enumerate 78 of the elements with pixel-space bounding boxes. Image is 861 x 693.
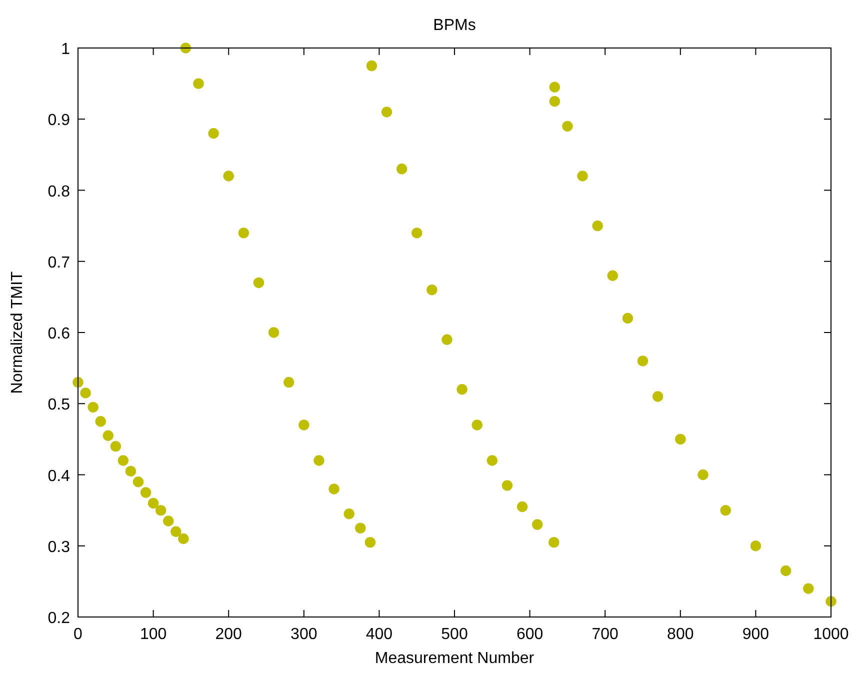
x-tick-label: 400 [366, 626, 393, 643]
y-tick-label: 0.2 [48, 610, 70, 627]
x-tick-label: 600 [516, 626, 544, 643]
x-tick-label: 200 [215, 626, 242, 643]
point [750, 540, 762, 552]
y-axis-title: Normalized TMIT [9, 271, 26, 394]
x-tick-label: 500 [441, 626, 468, 643]
point [88, 402, 98, 413]
point [208, 128, 219, 139]
point [549, 96, 560, 107]
y-tick-label: 0.5 [48, 396, 70, 414]
point [675, 434, 686, 445]
point [548, 536, 560, 548]
point [381, 106, 392, 118]
point [118, 455, 129, 466]
point [95, 416, 106, 427]
point [148, 498, 159, 509]
chart-title: BPMs [433, 17, 476, 34]
point [426, 284, 438, 296]
point [803, 583, 814, 594]
x-tick-label: 100 [140, 626, 167, 643]
point [253, 277, 264, 288]
x-tick-label: 300 [290, 626, 318, 643]
y-tick-label: 0.9 [48, 112, 70, 130]
point [132, 476, 144, 488]
point [223, 170, 234, 182]
x-tick-label: 0 [74, 626, 83, 643]
point [442, 334, 452, 345]
y-tick-label: 0.8 [48, 183, 70, 200]
point [637, 356, 648, 366]
y-tick-label: 1 [61, 41, 70, 58]
point [355, 522, 366, 534]
x-tick-label: 900 [742, 626, 770, 643]
y-tick-label: 0.6 [48, 326, 70, 342]
x-tick-label: 1000 [813, 626, 849, 643]
y-tick-label: 0.3 [48, 538, 70, 556]
point [549, 82, 560, 92]
point [102, 430, 114, 441]
point [592, 220, 603, 232]
point [170, 526, 182, 537]
point [268, 327, 280, 338]
x-axis-title: Measurement Number [374, 650, 535, 667]
point [163, 516, 174, 526]
x-tick-label: 700 [592, 626, 619, 643]
point [366, 60, 378, 72]
point [577, 170, 588, 182]
point [502, 480, 513, 491]
point [344, 508, 354, 520]
point [456, 384, 468, 395]
point [486, 455, 498, 466]
point [283, 376, 294, 388]
point [140, 487, 152, 498]
point [622, 312, 634, 324]
point [396, 164, 408, 174]
point [238, 228, 250, 238]
point [125, 466, 136, 477]
point [412, 228, 422, 238]
y-tick-label: 0.7 [48, 254, 70, 272]
point [698, 469, 708, 480]
point [780, 565, 792, 576]
point [562, 120, 573, 132]
point [607, 270, 618, 281]
point [155, 504, 166, 516]
point [516, 501, 528, 512]
point [178, 533, 189, 544]
point [472, 420, 482, 430]
point [720, 504, 731, 516]
x-tick-label: 800 [667, 626, 694, 643]
point [328, 484, 340, 494]
y-tick-label: 0.4 [48, 468, 70, 485]
point [532, 519, 543, 530]
point [652, 391, 664, 402]
point [314, 455, 324, 466]
point [110, 440, 121, 452]
point [80, 388, 91, 398]
point [193, 78, 204, 89]
point [298, 420, 310, 430]
point [364, 536, 376, 548]
